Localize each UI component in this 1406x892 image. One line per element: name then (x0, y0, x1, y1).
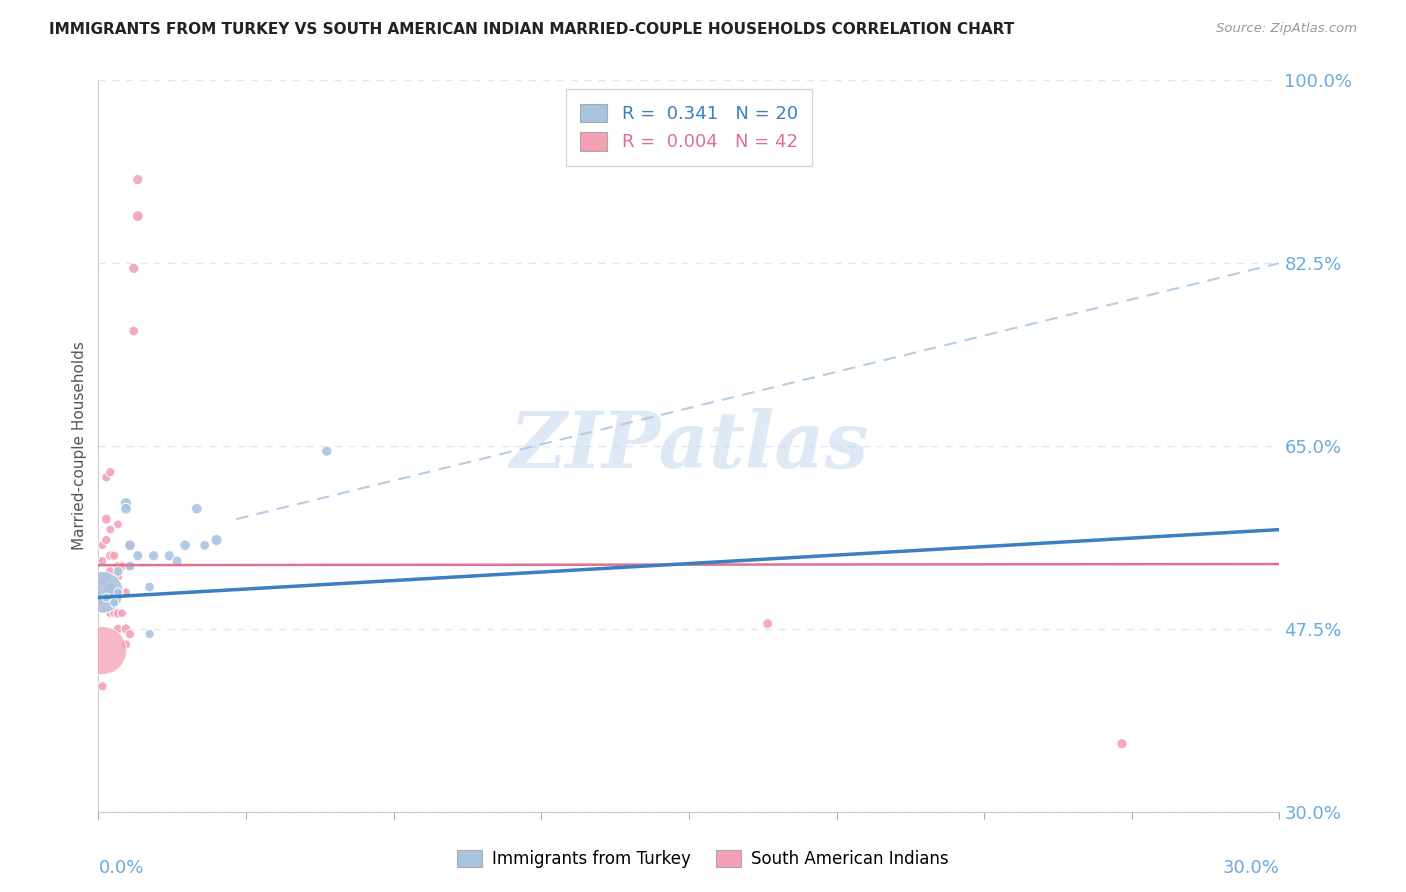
Point (127, 172, 149, 186)
Point (103, 596, 125, 610)
Point (174, 538, 197, 552)
Point (96, 512, 118, 526)
Point (194, 538, 217, 552)
Point (122, 261, 145, 276)
Point (103, 549, 125, 563)
Point (122, 324, 145, 338)
Point (91, 642, 114, 657)
Point (91, 679, 114, 693)
Point (91, 585, 114, 599)
Text: 30.0%: 30.0% (1223, 859, 1279, 877)
Point (115, 638, 138, 652)
Point (96, 585, 118, 599)
Text: ZIPatlas: ZIPatlas (509, 408, 869, 484)
Point (1111, 737, 1133, 751)
Point (98, 465, 121, 479)
Point (115, 622, 138, 636)
Point (91, 574, 114, 589)
Point (98, 523, 121, 537)
Point (96, 470, 118, 484)
Point (103, 585, 125, 599)
Point (107, 585, 129, 599)
Legend: R =  0.341   N = 20, R =  0.004   N = 42: R = 0.341 N = 20, R = 0.004 N = 42 (565, 89, 813, 166)
Point (107, 559, 129, 574)
Point (98, 580, 121, 594)
Point (111, 606, 134, 620)
Point (107, 569, 129, 583)
Point (91, 538, 114, 552)
Point (111, 559, 134, 574)
Text: IMMIGRANTS FROM TURKEY VS SOUTH AMERICAN INDIAN MARRIED-COUPLE HOUSEHOLDS CORREL: IMMIGRANTS FROM TURKEY VS SOUTH AMERICAN… (49, 22, 1015, 37)
Point (96, 569, 118, 583)
Y-axis label: Married-couple Households: Married-couple Households (72, 342, 87, 550)
Point (138, 627, 160, 641)
Point (118, 559, 141, 574)
Point (115, 501, 138, 516)
Point (107, 606, 129, 620)
Point (107, 585, 129, 599)
Point (91, 596, 114, 610)
Point (98, 606, 121, 620)
Point (96, 601, 118, 615)
Point (205, 533, 228, 547)
Point (138, 580, 160, 594)
Point (91, 554, 114, 568)
Point (98, 549, 121, 563)
Text: 0.0%: 0.0% (98, 859, 143, 877)
Point (98, 565, 121, 579)
Point (157, 549, 180, 563)
Legend: Immigrants from Turkey, South American Indians: Immigrants from Turkey, South American I… (450, 843, 956, 875)
Point (115, 496, 138, 510)
Point (103, 606, 125, 620)
Point (315, 444, 337, 458)
Point (118, 627, 141, 641)
Point (186, 501, 208, 516)
Point (118, 538, 141, 552)
Point (107, 622, 129, 636)
Point (96, 591, 118, 605)
Point (107, 517, 129, 532)
Point (115, 585, 138, 599)
Point (111, 585, 134, 599)
Point (127, 549, 149, 563)
Point (118, 538, 141, 552)
Point (142, 549, 165, 563)
Point (166, 554, 188, 568)
Point (756, 616, 779, 631)
Point (107, 565, 129, 579)
Point (118, 559, 141, 574)
Point (127, 209, 149, 223)
Point (96, 533, 118, 547)
Text: Source: ZipAtlas.com: Source: ZipAtlas.com (1216, 22, 1357, 36)
Point (98, 596, 121, 610)
